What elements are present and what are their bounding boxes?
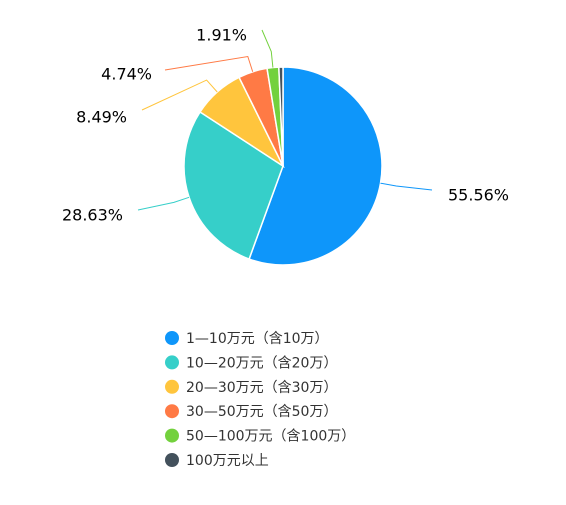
legend-marker[interactable] bbox=[165, 404, 179, 419]
leader-line bbox=[141, 79, 218, 111]
value-label: 1.91% bbox=[196, 26, 247, 45]
legend-marker[interactable] bbox=[165, 379, 179, 394]
value-label: 28.63% bbox=[62, 206, 123, 225]
legend-label[interactable]: 20—30万元（含30万） bbox=[186, 380, 337, 396]
legend-marker[interactable] bbox=[165, 331, 179, 345]
leader-line bbox=[137, 196, 190, 211]
value-label: 4.74% bbox=[101, 65, 152, 84]
value-label: 8.49% bbox=[76, 108, 127, 127]
legend-label[interactable]: 30—50万元（含50万） bbox=[186, 404, 337, 420]
legend-label[interactable]: 10—20万元（含20万） bbox=[186, 355, 337, 371]
leader-line bbox=[164, 55, 254, 72]
legend-label[interactable]: 100万元以上 bbox=[186, 453, 269, 469]
leader-line bbox=[261, 29, 274, 68]
legend-marker[interactable] bbox=[165, 453, 179, 467]
legend-label[interactable]: 1—10万元（含10万） bbox=[186, 331, 329, 347]
legend-marker[interactable] bbox=[165, 428, 179, 443]
legend-marker[interactable] bbox=[165, 355, 179, 370]
legend-label[interactable]: 50—100万元（含100万） bbox=[186, 429, 355, 445]
pie-slice bbox=[278, 66, 284, 167]
leader-line bbox=[380, 182, 433, 191]
pie-slice bbox=[183, 110, 284, 260]
value-label: 55.56% bbox=[448, 186, 509, 205]
